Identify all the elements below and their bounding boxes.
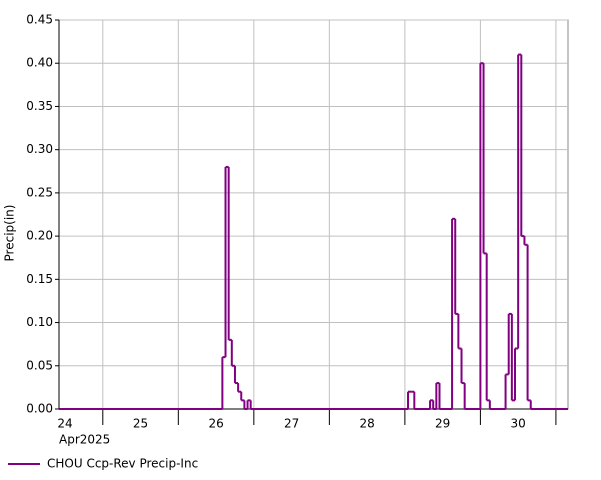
- x-tick-label: 26: [208, 417, 223, 431]
- y-axis-label: Precip(in): [3, 205, 17, 262]
- y-tick-label: 0.15: [26, 272, 53, 286]
- y-tick-label: 0.05: [26, 358, 53, 372]
- x-tick-label: 24: [57, 417, 72, 431]
- y-tick-label: 0.00: [26, 402, 53, 416]
- legend-label: CHOU Ccp-Rev Precip-Inc: [47, 457, 198, 471]
- y-tick-label: 0.45: [26, 13, 53, 27]
- y-tick-label: 0.20: [26, 229, 53, 243]
- x-sublabel: Apr2025: [59, 433, 110, 447]
- x-tick-label: 25: [133, 417, 148, 431]
- x-tick-label: 27: [284, 417, 299, 431]
- y-tick-label: 0.35: [26, 99, 53, 113]
- x-tick-label: 28: [359, 417, 374, 431]
- x-tick-label: 29: [435, 417, 450, 431]
- y-tick-label: 0.10: [26, 315, 53, 329]
- y-tick-label: 0.25: [26, 185, 53, 199]
- y-tick-label: 0.30: [26, 142, 53, 156]
- y-tick-label: 0.40: [26, 56, 53, 70]
- x-tick-label: 30: [511, 417, 526, 431]
- plot-area: [58, 19, 569, 410]
